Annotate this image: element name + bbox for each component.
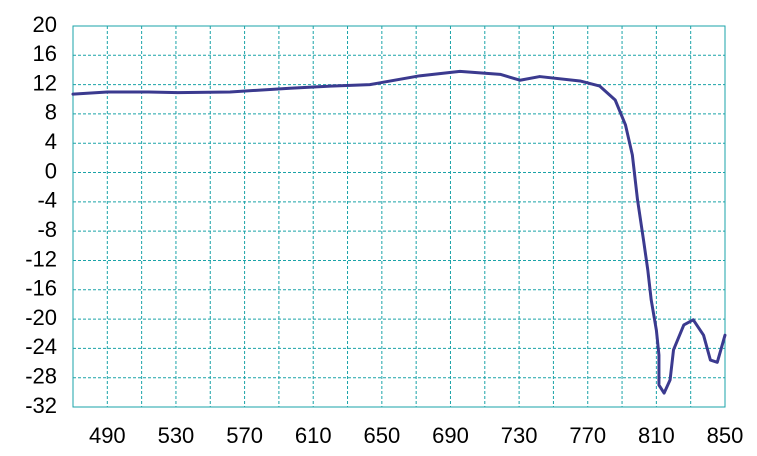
y-tick-label: -20 <box>25 305 57 330</box>
plot-frame <box>72 25 726 408</box>
y-tick-label: -8 <box>37 217 57 242</box>
y-tick-label: 12 <box>33 70 57 95</box>
x-tick-label: 810 <box>638 423 675 448</box>
y-tick-label: -12 <box>25 246 57 271</box>
y-tick-label: 20 <box>33 12 57 37</box>
y-tick-label: 0 <box>45 158 57 183</box>
x-tick-label: 690 <box>432 423 469 448</box>
x-tick-label: 610 <box>295 423 332 448</box>
y-tick-label: -4 <box>37 188 57 213</box>
x-tick-label: 770 <box>569 423 606 448</box>
y-tick-label: 4 <box>45 129 57 154</box>
y-tick-label: -32 <box>25 393 57 418</box>
y-tick-label: -16 <box>25 276 57 301</box>
x-tick-label: 730 <box>501 423 538 448</box>
x-tick-label: 530 <box>158 423 195 448</box>
data-line <box>71 69 727 395</box>
y-tick-label: 8 <box>45 100 57 125</box>
y-tick-label: -28 <box>25 364 57 389</box>
x-tick-label: 850 <box>707 423 744 448</box>
y-tick-label: -24 <box>25 334 57 359</box>
x-tick-label: 570 <box>226 423 263 448</box>
y-tick-label: 16 <box>33 41 57 66</box>
x-tick-label: 650 <box>363 423 400 448</box>
x-tick-label: 490 <box>89 423 126 448</box>
